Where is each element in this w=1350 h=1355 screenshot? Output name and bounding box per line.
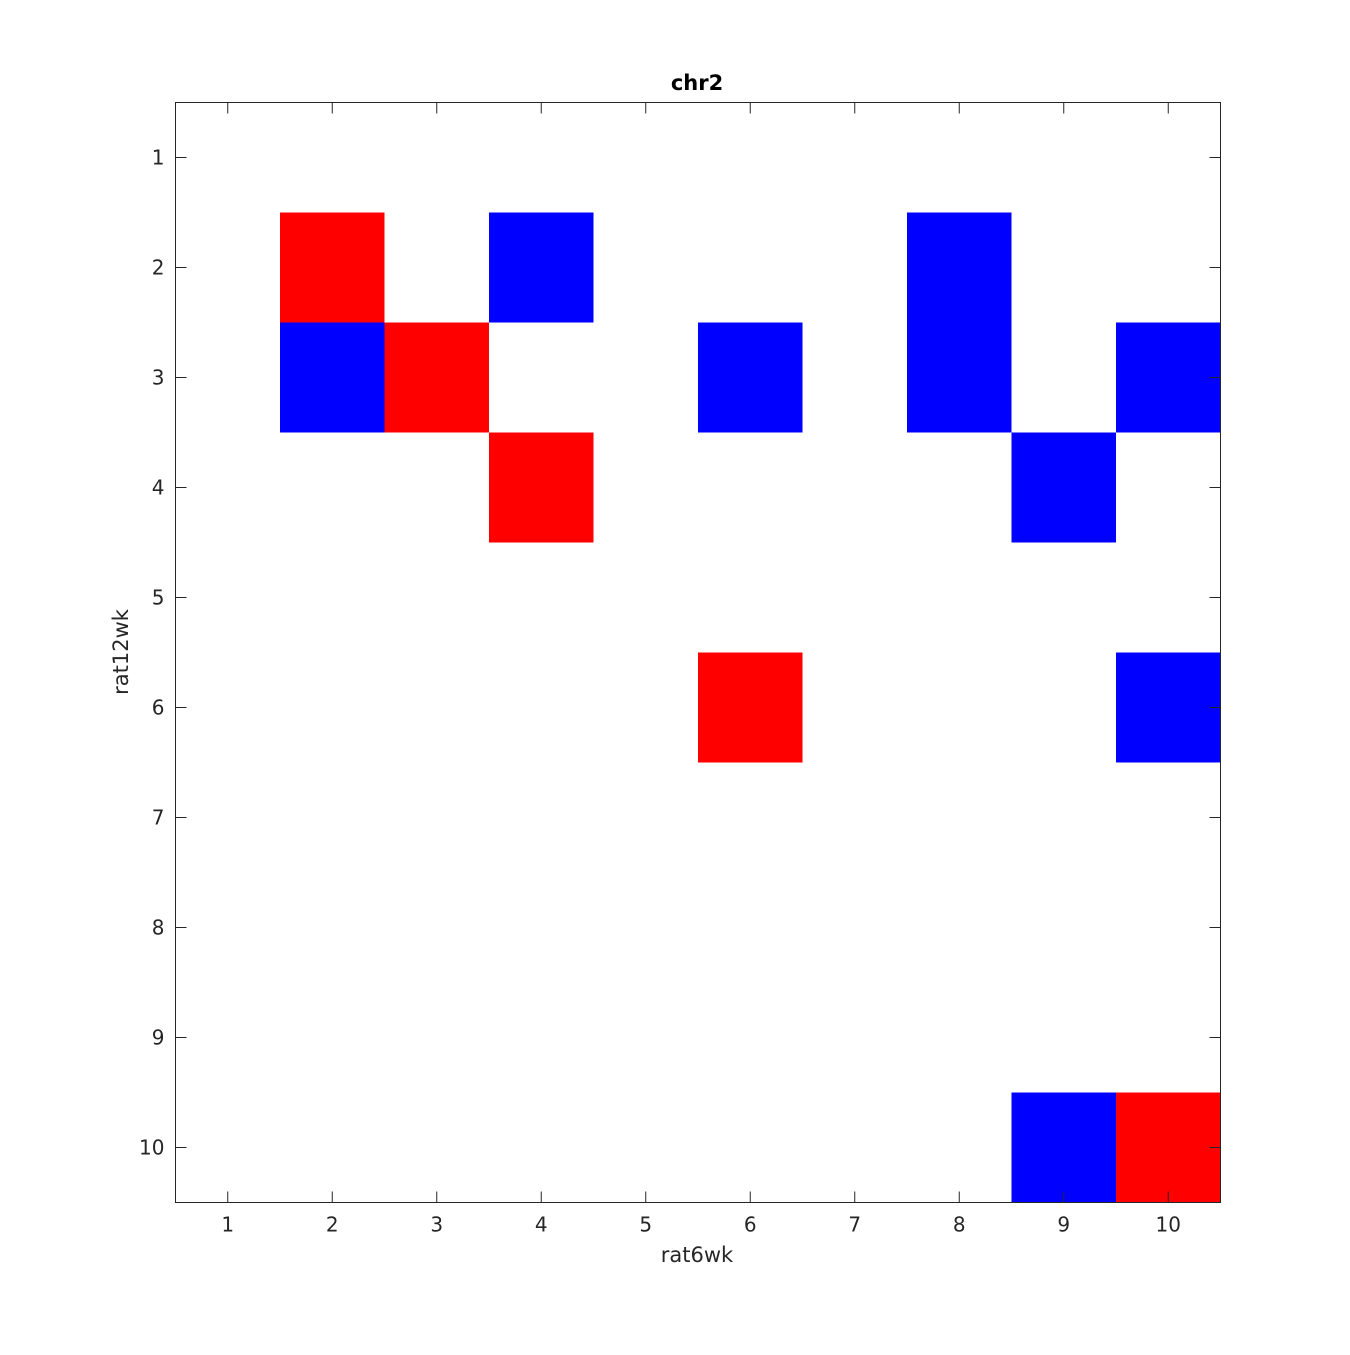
y-tick-label-4: 4 [152,476,165,500]
heatmap-cell-r4-c9 [1011,432,1116,543]
heatmap-cell-r2-c8 [907,212,1012,323]
y-tick-label-5: 5 [152,586,165,610]
y-tick-label-2: 2 [152,256,165,280]
heatmap-cell-r3-c8 [907,322,1012,433]
plot-frame [175,102,1221,1203]
y-axis-label: rat12wk [109,608,133,695]
y-tick-label-9: 9 [152,1026,165,1050]
x-tick-label-3: 3 [430,1213,443,1237]
x-tick-label-2: 2 [326,1213,339,1237]
heatmap-cell-r2-c2 [280,212,385,323]
x-tick-label-5: 5 [639,1213,652,1237]
y-tick-label-7: 7 [152,806,165,830]
heatmap-cell-r3-c10 [1116,322,1221,433]
x-tick-label-8: 8 [953,1213,966,1237]
x-tick-label-6: 6 [744,1213,757,1237]
heatmap-cell-r2-c4 [489,212,594,323]
y-tick-label-8: 8 [152,916,165,940]
heatmap-cell-r3-c6 [698,322,803,433]
cells-layer [280,212,1221,1203]
x-tick-label-1: 1 [221,1213,234,1237]
heatmap-cell-r3-c2 [280,322,385,433]
x-tick-label-9: 9 [1057,1213,1070,1237]
ticks-layer: 1 2 3 4 5 6 7 8 9 10 1 2 3 4 5 6 7 8 9 10 [139,102,1221,1237]
heatmap-cell-r10-c10 [1116,1092,1221,1203]
heatmap-cell-r4-c4 [489,432,594,543]
heatmap-cell-r6-c6 [698,652,803,763]
y-tick-label-1: 1 [152,146,165,170]
y-tick-label-3: 3 [152,366,165,390]
chart-title: chr2 [671,71,723,95]
x-axis-label: rat6wk [661,1243,734,1267]
y-tick-label-10: 10 [139,1136,164,1160]
heatmap-cell-r10-c9 [1011,1092,1116,1203]
x-tick-label-10: 10 [1156,1213,1181,1237]
x-tick-label-4: 4 [535,1213,548,1237]
x-tick-label-7: 7 [848,1213,861,1237]
y-tick-label-6: 6 [152,696,165,720]
heatmap-cell-r3-c3 [384,322,489,433]
heatmap-cell-r6-c10 [1116,652,1221,763]
